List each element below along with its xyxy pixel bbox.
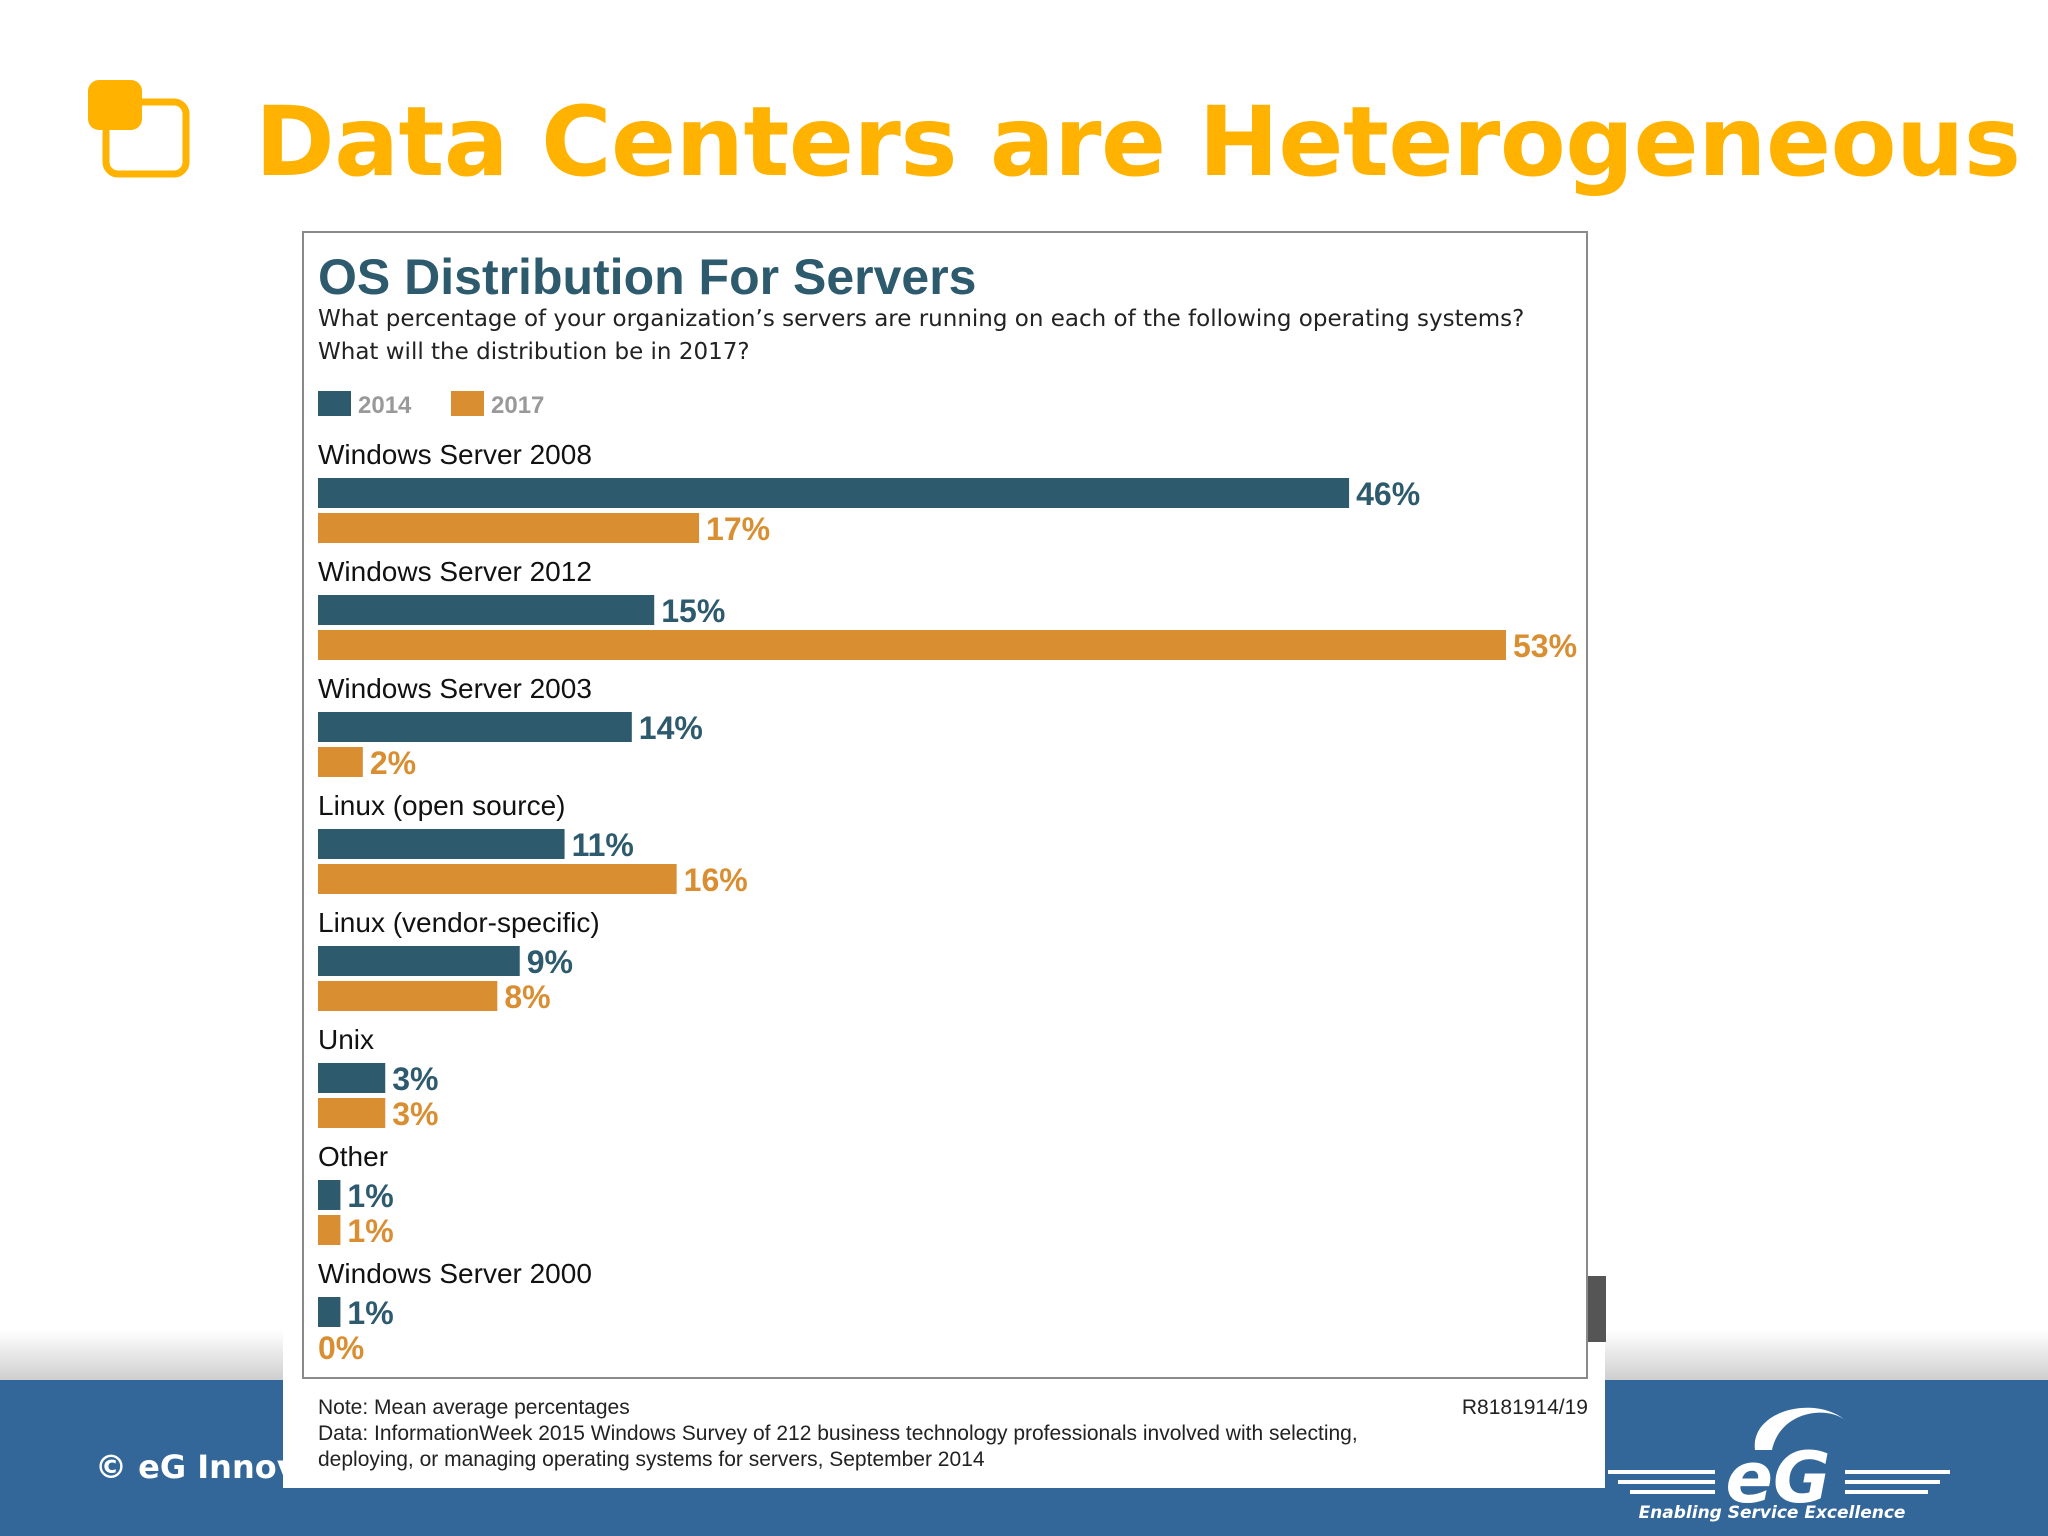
data-label-2014: 1% (347, 1178, 393, 1214)
chart-frame (302, 231, 1588, 1379)
data-label-2014: 46% (1356, 476, 1420, 512)
data-label-2017: 17% (706, 511, 770, 547)
legend-swatch-2017 (451, 391, 484, 416)
data-label-2017: 8% (504, 979, 550, 1015)
bar-2017 (318, 981, 498, 1011)
chart-title: OS Distribution For Servers (318, 249, 976, 305)
chart-note: Note: Mean average percentages (318, 1396, 630, 1419)
chart-subtitle-line-1: What percentage of your organization’s s… (318, 306, 1524, 332)
bar-2014 (318, 829, 565, 859)
category-label: Windows Server 2008 (318, 439, 592, 470)
bar-2014 (318, 478, 1350, 508)
logo-swoosh-icon (1754, 1407, 1845, 1450)
bar-2014 (318, 1063, 386, 1093)
data-label-2014: 11% (572, 827, 634, 863)
category-label: Unix (318, 1024, 374, 1055)
logo-mark: eG (1726, 1437, 1831, 1519)
slide-title: Data Centers are Heterogeneous (255, 86, 2021, 198)
data-label-2017: 53% (1513, 628, 1577, 664)
data-label-2017: 2% (370, 745, 416, 781)
bar-2017 (318, 513, 700, 543)
category-label: Windows Server 2000 (318, 1258, 592, 1289)
logo-tagline: Enabling Service Excellence (1639, 1503, 1906, 1523)
data-label-2014: 14% (639, 710, 703, 746)
category-label: Windows Server 2012 (318, 556, 592, 587)
data-label-2017: 3% (392, 1096, 438, 1132)
chart-source-line-1: Data: InformationWeek 2015 Windows Surve… (318, 1422, 1358, 1445)
category-label: Other (318, 1141, 388, 1172)
category-label: Linux (vendor-specific) (318, 907, 600, 938)
data-label-2017: 1% (347, 1213, 393, 1249)
bar-2014 (318, 712, 632, 742)
data-label-2014: 15% (661, 593, 725, 629)
bar-2014 (318, 1180, 341, 1210)
scrollbar-handle[interactable] (1588, 1276, 1606, 1342)
category-label: Linux (open source) (318, 790, 565, 821)
bar-2014 (318, 946, 520, 976)
legend-label-2017: 2017 (491, 392, 544, 419)
data-label-2014: 9% (527, 944, 573, 980)
category-label: Windows Server 2003 (318, 673, 592, 704)
data-label-2014: 3% (392, 1061, 438, 1097)
bar-2017 (318, 864, 677, 894)
data-label-2017: 16% (684, 862, 748, 898)
bar-2014 (318, 595, 655, 625)
bar-plot-area: Windows Server 2008 46% 17% Windows Server … (318, 439, 1577, 1366)
data-label-2017: 0% (318, 1330, 364, 1366)
legend-swatch-2014 (318, 391, 351, 416)
copyright-text: © eG Innov (95, 1448, 298, 1486)
bar-2017 (318, 1215, 341, 1245)
chart-source-line-2: deploying, or managing operating systems… (318, 1448, 985, 1471)
bar-2017 (318, 630, 1506, 660)
chart-legend: 2014 2017 (318, 391, 544, 419)
bar-2017 (318, 747, 363, 777)
eg-logo: eG Enabling Service Excellence (1608, 1407, 1950, 1523)
data-label-2014: 1% (347, 1295, 393, 1331)
bar-2014 (318, 1297, 341, 1327)
chart-ref-code: R8181914/19 (1462, 1396, 1588, 1419)
logo-speed-lines-icon (1608, 1470, 1950, 1494)
chart-subtitle-line-2: What will the distribution be in 2017? (318, 339, 750, 365)
legend-label-2014: 2014 (358, 392, 412, 419)
title-bullet-icon (88, 80, 190, 178)
bar-2017 (318, 1098, 386, 1128)
